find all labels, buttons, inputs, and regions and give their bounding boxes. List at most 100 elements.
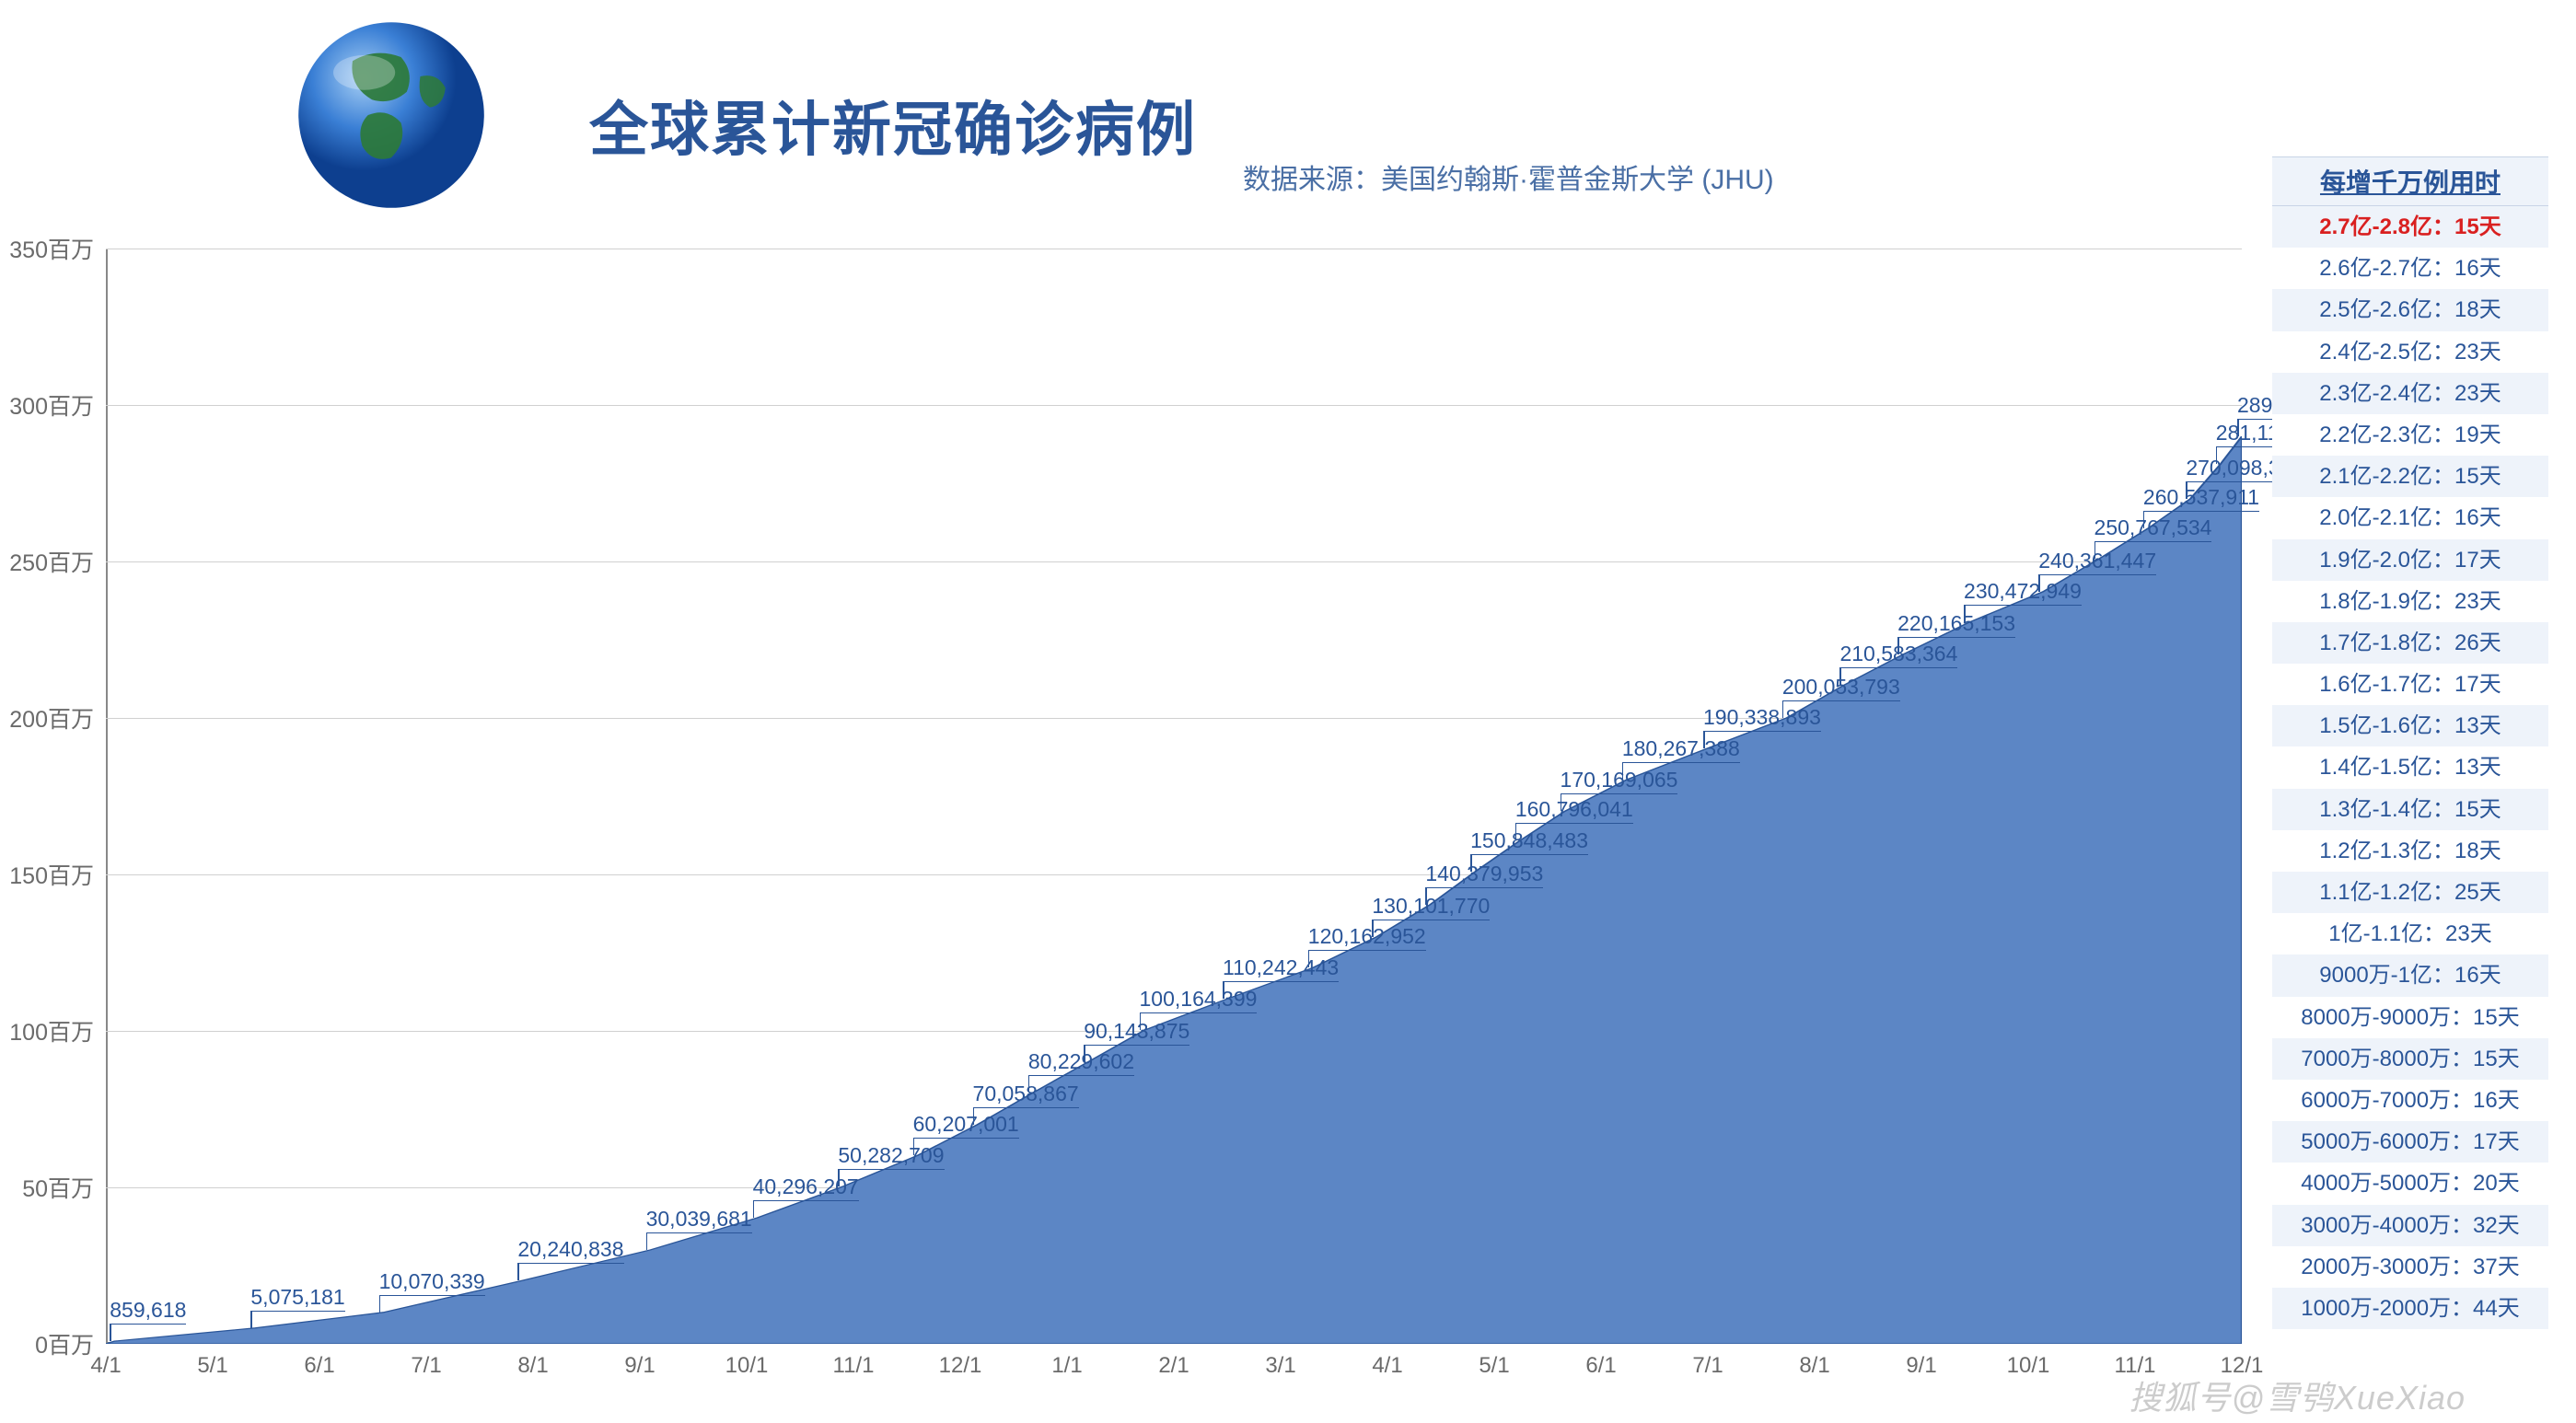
milestone-row: 1.9亿-2.0亿：17天: [2272, 539, 2548, 581]
area-chart: 0百万50百万100百万150百万200百万250百万300百万350百万 85…: [106, 249, 2242, 1344]
x-tick-label: 1/1: [1051, 1353, 1082, 1379]
data-label: 220,165,153: [1897, 611, 2015, 638]
data-label: 50,282,709: [838, 1143, 944, 1170]
milestone-row: 2.3亿-2.4亿：23天: [2272, 373, 2548, 414]
milestone-row: 1.5亿-1.6亿：13天: [2272, 705, 2548, 746]
data-label: 160,796,041: [1515, 797, 1633, 824]
callout-leader: [1561, 794, 1562, 811]
callout-leader: [250, 1312, 252, 1328]
x-tick-label: 7/1: [411, 1353, 441, 1379]
data-label: 120,162,952: [1308, 924, 1426, 951]
milestone-row: 8000万-9000万：15天: [2272, 997, 2548, 1038]
watermark-text: 搜狐号@雪鸮XueXiao: [2129, 1371, 2466, 1419]
y-tick-label: 200百万: [2, 701, 94, 735]
milestone-row: 1.7亿-1.8亿：26天: [2272, 622, 2548, 664]
callout-leader: [110, 1325, 111, 1341]
callout-leader: [2237, 420, 2239, 436]
x-tick-label: 3/1: [1265, 1353, 1295, 1379]
callout-leader: [973, 1108, 975, 1125]
data-label: 40,296,207: [753, 1174, 859, 1201]
data-label: 250,767,534: [2094, 515, 2212, 542]
callout-leader: [1622, 763, 1624, 780]
callout-leader: [1515, 824, 1517, 840]
callout-leader: [1140, 1013, 1142, 1030]
x-tick-label: 7/1: [1692, 1353, 1723, 1379]
y-axis: 0百万50百万100百万150百万200百万250百万300百万350百万: [9, 249, 101, 1344]
x-tick-label: 8/1: [517, 1353, 548, 1379]
x-tick-label: 6/1: [1585, 1353, 1616, 1379]
callout-leader: [1897, 638, 1899, 654]
milestone-row: 1亿-1.1亿：23天: [2272, 913, 2548, 954]
data-label: 859,618: [110, 1298, 186, 1325]
milestone-table-header: 每增千万例用时: [2272, 156, 2548, 206]
callout-leader: [1308, 951, 1310, 967]
milestone-row: 2.6亿-2.7亿：16天: [2272, 248, 2548, 289]
callout-leader: [379, 1296, 381, 1313]
callout-leader: [1703, 732, 1705, 748]
milestone-row: 1.4亿-1.5亿：13天: [2272, 746, 2548, 788]
x-tick-label: 4/1: [1372, 1353, 1402, 1379]
data-label: 170,169,065: [1561, 768, 1678, 794]
data-label: 240,361,447: [2038, 549, 2156, 575]
milestone-row: 1.1亿-1.2亿：25天: [2272, 872, 2548, 913]
milestone-row: 6000万-7000万：16天: [2272, 1080, 2548, 1121]
x-tick-label: 12/1: [939, 1353, 982, 1379]
milestone-row: 2.7亿-2.8亿：15天: [2272, 206, 2548, 248]
x-tick-label: 9/1: [624, 1353, 655, 1379]
data-label: 180,267,388: [1622, 736, 1740, 763]
y-tick-label: 250百万: [2, 545, 94, 578]
globe-icon: [295, 18, 488, 212]
milestone-table: 每增千万例用时 2.7亿-2.8亿：15天2.6亿-2.7亿：16天2.5亿-2…: [2272, 156, 2548, 1329]
x-axis: 4/15/16/17/18/19/110/111/112/11/12/13/14…: [106, 1353, 2242, 1381]
callout-leader: [2216, 447, 2218, 464]
data-label: 150,848,483: [1470, 828, 1588, 855]
x-tick-label: 8/1: [1799, 1353, 1829, 1379]
y-tick-label: 150百万: [2, 858, 94, 891]
data-label: 20,240,838: [517, 1237, 623, 1264]
data-label: 110,242,443: [1223, 955, 1339, 982]
x-tick-label: 5/1: [1479, 1353, 1509, 1379]
data-label: 190,338,893: [1703, 705, 1821, 732]
callout-leader: [2186, 482, 2187, 499]
y-tick-label: 50百万: [2, 1171, 94, 1204]
data-source-label: 数据来源：美国约翰斯·霍普金斯大学 (JHU): [1243, 156, 1774, 197]
data-label: 140,379,953: [1425, 862, 1543, 888]
callout-leader: [646, 1233, 648, 1250]
data-label: 80,229,602: [1028, 1049, 1134, 1076]
data-label: 260,537,911: [2143, 485, 2259, 512]
callout-leader: [1084, 1046, 1085, 1062]
milestone-row: 1000万-2000万：44天: [2272, 1288, 2548, 1329]
milestone-row: 2.4亿-2.5亿：23天: [2272, 331, 2548, 373]
callout-leader: [2038, 575, 2040, 592]
y-tick-label: 300百万: [2, 388, 94, 422]
x-tick-label: 10/1: [2007, 1353, 2050, 1379]
data-label: 90,143,875: [1084, 1019, 1189, 1046]
y-tick-label: 100百万: [2, 1014, 94, 1047]
milestone-row: 3000万-4000万：32天: [2272, 1205, 2548, 1246]
x-tick-label: 2/1: [1158, 1353, 1189, 1379]
x-tick-label: 10/1: [725, 1353, 769, 1379]
x-tick-label: 6/1: [304, 1353, 334, 1379]
data-label: 60,207,001: [913, 1112, 1019, 1139]
callout-leader: [1372, 920, 1374, 937]
callout-leader: [1839, 668, 1841, 685]
milestone-row: 9000万-1亿：16天: [2272, 954, 2548, 996]
callout-leader: [2094, 542, 2096, 559]
milestone-row: 2.5亿-2.6亿：18天: [2272, 289, 2548, 330]
data-label: 130,101,770: [1372, 894, 1490, 920]
milestone-row: 1.8亿-1.9亿：23天: [2272, 581, 2548, 622]
milestone-row: 1.2亿-1.3亿：18天: [2272, 830, 2548, 872]
data-label: 10,070,339: [379, 1269, 485, 1296]
x-tick-label: 5/1: [197, 1353, 227, 1379]
data-label: 30,039,681: [646, 1207, 752, 1233]
callout-leader: [1223, 982, 1224, 999]
y-tick-label: 350百万: [2, 232, 94, 265]
callout-leader: [913, 1139, 915, 1155]
data-label: 100,164,399: [1140, 987, 1258, 1013]
milestone-row: 2.1亿-2.2亿：15天: [2272, 456, 2548, 497]
milestone-row: 5000万-6000万：17天: [2272, 1121, 2548, 1163]
callout-leader: [838, 1170, 840, 1186]
callout-leader: [1028, 1076, 1030, 1093]
milestone-row: 2.2亿-2.3亿：19天: [2272, 414, 2548, 456]
x-tick-label: 11/1: [833, 1353, 875, 1379]
